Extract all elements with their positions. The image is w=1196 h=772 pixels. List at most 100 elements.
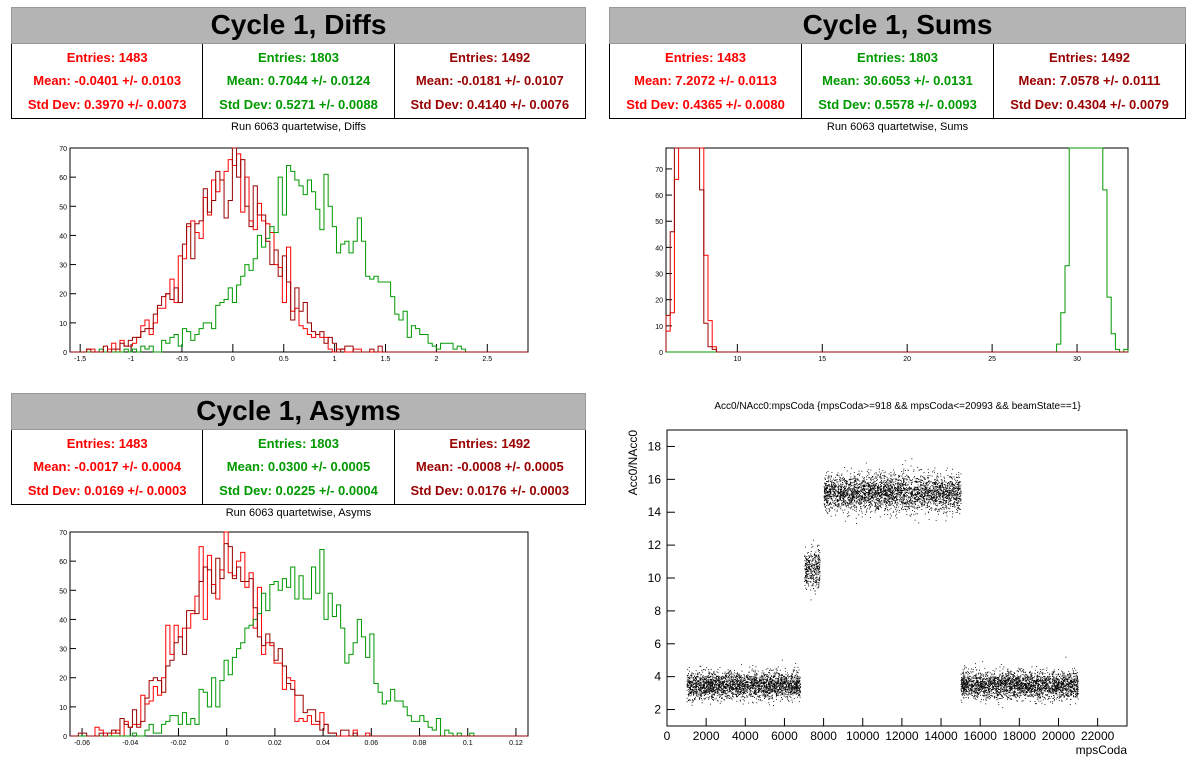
scatter-point (736, 695, 737, 697)
scatter-point (736, 696, 737, 698)
scatter-point (717, 675, 718, 677)
scatter-point (772, 682, 774, 684)
scatter-point (890, 480, 892, 482)
scatter-point (709, 690, 711, 692)
scatter-point (930, 503, 932, 505)
scatter-point (696, 677, 698, 679)
scatter-point (910, 493, 912, 495)
scatter-point (700, 684, 702, 686)
scatter-point (797, 685, 799, 687)
scatter-point (766, 679, 768, 681)
scatter-point (877, 489, 879, 491)
scatter-point (935, 519, 937, 521)
scatter-point (916, 498, 918, 500)
scatter-point (794, 675, 796, 676)
scatter-point (752, 687, 754, 689)
scatter-point (786, 691, 788, 693)
scatter-point (693, 679, 695, 681)
scatter-point (897, 504, 898, 506)
scatter-point (783, 680, 785, 682)
scatter-point (805, 576, 806, 577)
scatter-point (945, 502, 947, 504)
scatter-point (898, 479, 900, 481)
scatter-point (876, 500, 878, 502)
scatter-point (706, 696, 708, 698)
scatter-point (732, 687, 734, 689)
y-tick-label: 12 (648, 538, 662, 552)
scatter-point (700, 677, 702, 679)
asyms-stats-box: Entries: 1483 Mean: -0.0017 +/- 0.0004 S… (11, 430, 586, 505)
scatter-point (786, 694, 788, 696)
scatter-point (772, 686, 774, 687)
scatter-point (702, 679, 704, 681)
scatter-point (728, 680, 730, 682)
scatter-point (740, 679, 742, 681)
scatter-point (774, 674, 776, 676)
scatter-point (809, 567, 810, 568)
scatter-point (797, 692, 798, 694)
scatter-point (809, 577, 811, 579)
scatter-point (686, 689, 688, 691)
scatter-point (760, 680, 762, 682)
scatter-point (743, 674, 745, 675)
scatter-point (818, 550, 819, 552)
scatter-point (951, 492, 952, 493)
scatter-point (727, 696, 729, 698)
scatter-point (884, 494, 886, 495)
scatter-point (896, 495, 897, 497)
scatter-point (771, 695, 773, 697)
scatter-point (893, 471, 895, 473)
scatter-point (869, 484, 870, 486)
scatter-point (721, 685, 723, 686)
scatter-point (732, 694, 733, 696)
scatter-point (702, 685, 704, 687)
scatter-point (873, 495, 875, 497)
scatter-point (831, 472, 833, 473)
scatter-point (905, 470, 906, 471)
scatter-point (700, 687, 702, 689)
scatter-point (864, 514, 866, 515)
scatter-point (831, 487, 833, 489)
diffs-stats-box: Entries: 1483 Mean: -0.0401 +/- 0.0103 S… (11, 44, 586, 119)
stat-std: Std Dev: 0.0169 +/- 0.0003 (27, 482, 187, 498)
scatter-point (715, 681, 717, 683)
scatter-point (861, 485, 863, 487)
scatter-point (705, 692, 707, 694)
scatter-point (847, 492, 849, 494)
y-tick-label: 10 (59, 705, 67, 712)
scatter-point (815, 568, 817, 570)
scatter-point (783, 695, 785, 697)
scatter-point (703, 685, 704, 686)
x-tick-label: 0.04 (316, 740, 330, 747)
scatter-point (906, 484, 908, 486)
scatter-point (719, 684, 720, 686)
scatter-point (754, 673, 756, 675)
scatter-point (945, 490, 947, 492)
scatter-point (748, 694, 750, 696)
scatter-point (908, 487, 909, 489)
scatter-point (840, 493, 841, 495)
scatter-point (780, 694, 782, 696)
scatter-point (772, 698, 773, 700)
scatter-point (928, 490, 930, 492)
scatter-point (699, 680, 701, 682)
scatter-point (906, 486, 907, 488)
scatter-point (836, 481, 838, 483)
scatter-point (835, 486, 837, 487)
scatter-point (957, 505, 959, 507)
scatter-point (728, 673, 730, 675)
scatter-point (807, 562, 809, 563)
scatter-point (863, 481, 865, 482)
scatter-point (793, 669, 795, 671)
scatter-point (806, 573, 808, 575)
scatter-point (704, 682, 706, 684)
scatter-point (895, 482, 897, 484)
scatter-point (713, 687, 714, 688)
scatter-point (818, 587, 820, 589)
scatter-point (788, 683, 789, 685)
scatter-point (794, 689, 796, 691)
y-tick-label: 40 (655, 245, 663, 252)
scatter-point (687, 686, 688, 687)
scatter-point (768, 675, 770, 677)
scatter-point (690, 693, 691, 694)
